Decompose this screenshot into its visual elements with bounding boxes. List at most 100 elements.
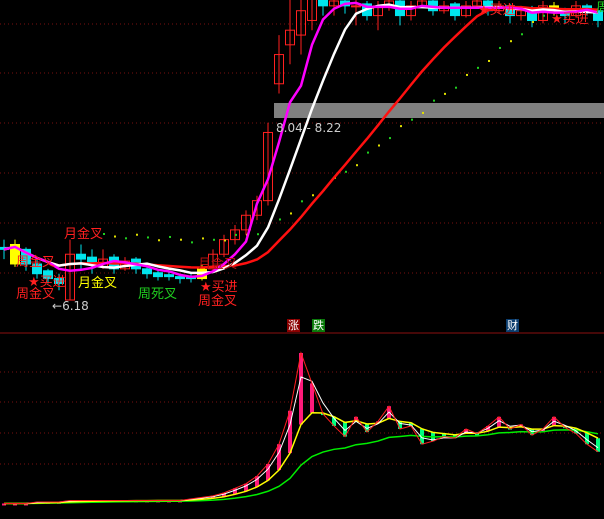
indicator-bar [310, 383, 314, 413]
arrow-left-icon: ← [52, 299, 63, 313]
candle-body [230, 229, 240, 241]
indicator-bar [596, 438, 600, 452]
dot-marker [510, 40, 512, 43]
candle-body [54, 278, 64, 284]
signal-buy: ★买进 [200, 280, 238, 295]
signal-month-golden-cross: 月金叉 [78, 276, 118, 291]
indicator-bar [343, 422, 347, 437]
indicator-bar [332, 416, 336, 426]
indicator-bar [464, 429, 468, 434]
indicator-bar [475, 433, 479, 436]
dot-marker [103, 232, 105, 235]
signal-week-golden-cross: 周金叉 [16, 255, 56, 270]
price-band-label: 8.04 - 8.22 [276, 121, 342, 135]
dot-marker [136, 233, 138, 236]
finance-tag[interactable]: 财 [506, 319, 519, 332]
ma-mid-line [3, 1, 599, 279]
indicator-bar [244, 483, 248, 492]
signal-buy: ★买进 [478, 3, 516, 18]
candle-body [65, 253, 75, 301]
dot-marker [180, 238, 182, 241]
dot-marker [235, 233, 237, 236]
dot-marker [477, 66, 479, 69]
dot-marker [125, 237, 127, 240]
indicator-bar [442, 433, 446, 437]
dot-marker [202, 237, 204, 240]
indicator-bar [398, 421, 402, 429]
dot-marker [488, 59, 490, 62]
indicator-bar [354, 416, 358, 421]
candle-body [208, 253, 218, 270]
star-icon: ★ [28, 275, 40, 290]
candle-body [43, 270, 53, 280]
dot-marker [290, 212, 292, 215]
dot-marker [499, 46, 501, 49]
candle-body [593, 10, 603, 21]
dot-marker [411, 118, 413, 121]
star-icon: ★ [551, 12, 563, 27]
signal-week-dead-cross: 周死叉 [138, 287, 178, 302]
dot-marker [422, 111, 424, 114]
indicator-bar [255, 476, 259, 487]
indicator-bar [24, 503, 28, 506]
candle-body [285, 29, 295, 46]
dot-marker [224, 239, 226, 242]
candle-body [142, 268, 152, 275]
indicator-bar [222, 492, 226, 497]
candle-body [10, 243, 20, 265]
candle-body [307, 0, 317, 21]
rise-tag[interactable]: 涨 [287, 319, 300, 332]
indicator-line [4, 351, 599, 504]
indicator-bar [266, 463, 270, 481]
dot-marker [400, 125, 402, 128]
dot-marker [345, 170, 347, 173]
indicator-bar [299, 353, 303, 425]
candle-body [450, 3, 460, 17]
dot-marker [213, 238, 215, 241]
dot-marker [532, 20, 534, 23]
candle-body [164, 274, 174, 278]
dot-marker [367, 151, 369, 154]
price-band [274, 103, 604, 118]
dot-marker [312, 194, 314, 197]
signal-month-golden-cross: 月金叉 [198, 257, 238, 272]
dot-marker [543, 14, 545, 17]
indicator-bar [376, 421, 380, 424]
dot-marker [114, 235, 116, 238]
indicator-bar [2, 503, 6, 506]
dot-marker [444, 92, 446, 95]
indicator-bar [277, 444, 281, 471]
signal-buy: ★买进 [28, 275, 66, 290]
dot-marker [147, 236, 149, 239]
candle-body [175, 276, 185, 280]
signal-week: 周 [596, 1, 604, 16]
dot-marker [389, 137, 391, 140]
dot-marker [466, 73, 468, 76]
indicator-bar [233, 488, 237, 495]
candle-body [32, 263, 42, 275]
slow-line [4, 429, 599, 505]
star-icon: ★ [200, 280, 212, 295]
fast-line [4, 412, 599, 505]
signal-month-golden-cross: 月金叉 [64, 227, 104, 242]
indicator-bar [288, 410, 292, 454]
fall-tag[interactable]: 跌 [312, 319, 325, 332]
star-icon: ★ [478, 3, 490, 18]
dot-marker [455, 86, 457, 89]
candle-body [351, 5, 361, 8]
candle-body [329, 0, 339, 7]
candle-body [153, 272, 163, 278]
candle-body [472, 0, 482, 7]
dot-marker [279, 218, 281, 221]
signal-week-golden-cross: 周金叉 [198, 294, 238, 309]
dot-marker [257, 233, 259, 236]
dot-marker [158, 239, 160, 242]
signal-buy: ★买进 [551, 12, 589, 27]
candle-body [21, 248, 31, 265]
dot-marker [301, 200, 303, 203]
candle-body [76, 253, 86, 260]
dot-marker [169, 235, 171, 238]
indicator-bar [409, 422, 413, 426]
